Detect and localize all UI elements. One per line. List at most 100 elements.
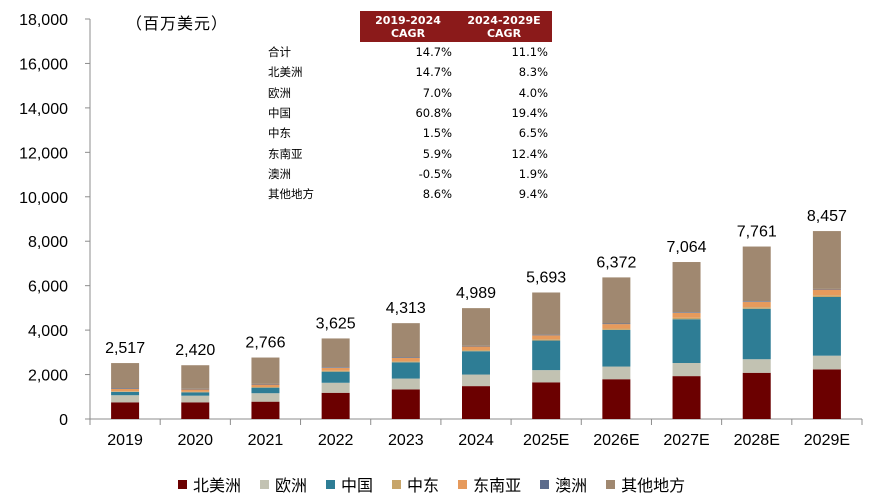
- bar-segment: [532, 335, 561, 340]
- x-tick-label: 2024: [458, 432, 494, 449]
- legend-swatch: [458, 479, 468, 489]
- bar-segment: [251, 387, 280, 394]
- bar-segment: [532, 339, 561, 341]
- y-tick-label: 4,000: [28, 323, 68, 340]
- cagr-row-name: 其他地方: [268, 187, 314, 202]
- cagr-row: 欧洲 7.0% 4.0%: [262, 83, 552, 103]
- legend-swatch: [540, 479, 550, 489]
- cagr-table: 2019-2024 CAGR 2024-2029E CAGR 合计 14.7% 11…: [262, 11, 552, 204]
- cagr-header-row: 2019-2024 CAGR 2024-2029E CAGR: [262, 11, 552, 42]
- bar-segment: [181, 395, 210, 403]
- x-tick-label: 2027E: [663, 432, 709, 449]
- y-tick-label: 18,000: [19, 12, 68, 29]
- cagr-value-2024-2029: 8.3%: [518, 65, 548, 80]
- legend-label: 其他地方: [621, 476, 686, 495]
- legend-label: 东南亚: [473, 476, 522, 495]
- bar-segment: [181, 402, 210, 419]
- bar-segment: [812, 369, 841, 419]
- cagr-row: 中国 60.8% 19.4%: [262, 103, 552, 123]
- bar-segment: [602, 323, 631, 325]
- bar-segment: [251, 401, 280, 419]
- legend: 北美洲 欧洲 中国 中东 东南亚 澳洲 其他地方: [178, 472, 704, 496]
- x-tick-label: 2029E: [804, 432, 850, 449]
- cagr-row: 北美洲 14.7% 8.3%: [262, 62, 552, 82]
- bar-segment: [812, 231, 841, 289]
- bar-segment: [462, 374, 490, 387]
- bar-segment: [111, 389, 140, 392]
- bar-segment: [251, 393, 280, 402]
- bar-segment: [111, 388, 140, 389]
- bar-segment: [391, 389, 420, 419]
- legend-label: 北美洲: [193, 476, 242, 495]
- total-label: 7,761: [737, 224, 777, 241]
- bar-segment: [391, 323, 420, 358]
- total-label: 2,766: [245, 335, 285, 352]
- y-tick-label: 16,000: [19, 56, 68, 73]
- x-tick-label: 2021: [248, 432, 284, 449]
- bar-segment: [111, 363, 140, 389]
- bar-segment: [742, 301, 771, 302]
- cagr-header-2019-2024: 2019-2024 CAGR: [360, 11, 456, 42]
- x-tick-label: 2025E: [523, 432, 569, 449]
- legend-swatch: [392, 479, 402, 489]
- cagr-value-2019-2024: 8.6%: [422, 187, 452, 202]
- bar-segment: [391, 358, 420, 362]
- y-tick-label: 12,000: [19, 145, 68, 162]
- legend-swatch: [606, 479, 616, 489]
- bar-segment: [391, 362, 420, 379]
- legend-label: 欧洲: [275, 476, 308, 495]
- bar-segment: [532, 370, 561, 383]
- bar-segment: [812, 295, 841, 297]
- unit-label: （百万美元）: [126, 14, 229, 33]
- bar-segment: [251, 384, 280, 387]
- total-label: 2,420: [175, 342, 215, 359]
- bar-segment: [181, 388, 210, 390]
- bar-segment: [602, 324, 631, 329]
- cagr-value-2019-2024: 5.9%: [422, 146, 452, 161]
- cagr-header-2024-2029: 2024-2029E CAGR: [456, 11, 552, 42]
- bar-segment: [321, 370, 350, 372]
- legend-item: 澳洲: [540, 472, 587, 496]
- legend-item: 欧洲: [260, 472, 307, 496]
- bar-segment: [462, 345, 490, 347]
- cagr-row: 合计 14.7% 11.1%: [262, 42, 552, 62]
- cagr-row: 中东 1.5% 6.5%: [262, 123, 552, 143]
- total-label: 8,457: [807, 208, 847, 225]
- bar-segment: [321, 338, 350, 368]
- bar-segment: [111, 402, 140, 419]
- cagr-header-label: 2019-2024 CAGR: [375, 13, 441, 40]
- cagr-value-2024-2029: 9.4%: [518, 187, 548, 202]
- cagr-row-name: 北美洲: [268, 65, 303, 80]
- bar-segment: [391, 378, 420, 390]
- bar-segment: [321, 392, 350, 419]
- cagr-value-2019-2024: 60.8%: [415, 106, 452, 121]
- cagr-row-name: 东南亚: [268, 146, 303, 161]
- cagr-value-2024-2029: 11.1%: [511, 45, 548, 60]
- bar-segment: [462, 386, 490, 419]
- bar-segment: [321, 371, 350, 383]
- total-label: 3,625: [316, 315, 356, 332]
- bar-segment: [462, 346, 490, 351]
- x-tick-label: 2023: [388, 432, 424, 449]
- bar-segment: [672, 376, 701, 419]
- bar-segment: [742, 359, 771, 373]
- cagr-value-2019-2024: 14.7%: [415, 65, 452, 80]
- bar-segment: [111, 395, 140, 403]
- cagr-row-name: 澳洲: [268, 166, 291, 181]
- bar-segment: [812, 355, 841, 370]
- cagr-value-2024-2029: 1.9%: [518, 166, 548, 181]
- total-label: 2,517: [105, 340, 145, 357]
- cagr-value-2019-2024: 7.0%: [422, 85, 452, 100]
- bar-segment: [532, 292, 561, 335]
- bar-segment: [602, 329, 631, 367]
- cagr-row: 澳洲 -0.5% 1.9%: [262, 164, 552, 184]
- bar-segment: [812, 297, 841, 356]
- bar-segment: [602, 379, 631, 419]
- y-tick-label: 0: [59, 412, 68, 429]
- bar-segment: [672, 317, 701, 320]
- cagr-value-2019-2024: 14.7%: [415, 45, 452, 60]
- bar-segment: [321, 367, 350, 368]
- bar-segment: [742, 301, 771, 308]
- bar-segment: [251, 357, 280, 384]
- total-label: 4,989: [456, 285, 496, 302]
